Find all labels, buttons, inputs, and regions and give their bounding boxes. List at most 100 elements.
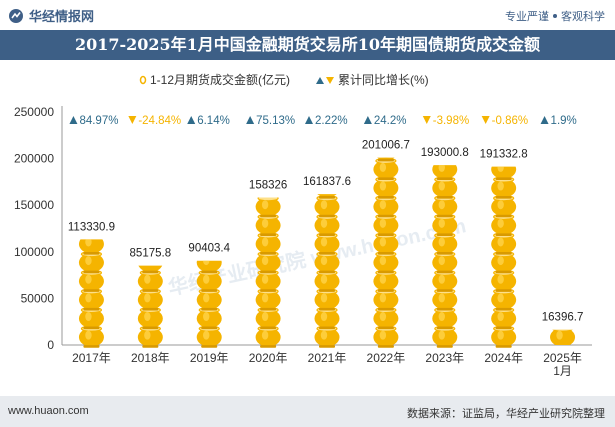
growth-marker: 75.13% xyxy=(246,115,295,127)
growth-up-arrow-icon xyxy=(305,116,313,124)
growth-layer: 84.97% -24.84% 6.14% 75.13% 2.22% 24.2% -3.98%… xyxy=(69,115,577,127)
bar-partial xyxy=(432,165,458,181)
gold-pot-icon xyxy=(78,269,104,292)
legend: 1-12月期货成交金额(亿元) 累计同比增长(%) xyxy=(139,72,429,87)
top-bar: 华经情报网 专业严谨 客观科学 xyxy=(0,0,615,30)
brand-logo-icon xyxy=(9,8,23,23)
x-tick-label-line: 2025年 xyxy=(543,351,582,365)
gold-pot-icon xyxy=(317,194,337,199)
y-tick-label: 0 xyxy=(47,338,54,352)
bar-value-label: 113330.9 xyxy=(68,221,115,233)
bar: 201006.7 xyxy=(362,140,410,348)
growth-marker: 2.22% xyxy=(305,115,348,127)
x-tick-label: 2017年 xyxy=(72,351,111,365)
legend-growth-swatch-icon xyxy=(316,77,334,84)
x-tick-label-line: 2019年 xyxy=(190,351,229,365)
x-tick-label-line: 2018年 xyxy=(131,351,170,365)
gold-pot-icon xyxy=(78,306,104,330)
gold-pot-icon xyxy=(373,176,399,199)
bar-value-label: 90403.4 xyxy=(188,243,230,255)
chart-title: 2017-2025年1月中国金融期货交易所10年期国债期货成交金额 xyxy=(74,35,541,54)
bar-value-label: 191332.8 xyxy=(480,149,528,161)
gold-pot-icon xyxy=(196,288,222,311)
gold-pot-icon xyxy=(255,232,281,255)
x-tick-label: 2018年 xyxy=(131,351,170,365)
growth-marker: 1.9% xyxy=(540,115,577,127)
gold-pot-icon xyxy=(432,269,458,292)
gold-pot-icon xyxy=(314,288,340,311)
legend-growth-label: 累计同比增长(%) xyxy=(338,73,429,87)
legend-bar-label: 1-12月期货成交金额(亿元) xyxy=(150,72,290,87)
gold-pot-icon xyxy=(491,194,517,218)
gold-pot-icon xyxy=(491,250,517,274)
growth-label: 24.2% xyxy=(374,115,407,127)
x-tick-label: 2023年 xyxy=(425,351,464,365)
gold-pot-icon xyxy=(491,213,517,236)
x-tick-label: 2019年 xyxy=(190,351,229,365)
gold-pot-icon xyxy=(432,194,458,218)
x-tick-label-line: 2023年 xyxy=(425,351,464,365)
y-tick-label: 50000 xyxy=(21,291,55,305)
growth-up-arrow-icon xyxy=(187,116,196,124)
x-tick-label-line: 1月 xyxy=(553,364,572,378)
gold-pot-icon xyxy=(432,250,458,274)
gold-pot-icon xyxy=(432,288,458,311)
bar-value-label: 201006.7 xyxy=(362,140,410,152)
growth-up-arrow-icon xyxy=(540,116,549,124)
bar-value-label: 193000.8 xyxy=(421,147,469,159)
x-tick-label-line: 2020年 xyxy=(249,351,288,365)
y-tick-label: 100000 xyxy=(14,245,54,259)
bar-value-label: 158326 xyxy=(249,179,287,191)
y-tick-label: 250000 xyxy=(14,105,54,119)
bar-partial xyxy=(255,197,281,218)
chart: 1-12月期货成交金额(亿元) 累计同比增长(%) 0 50000 100000 15… xyxy=(14,72,592,378)
bar-partial xyxy=(138,265,163,274)
gold-pot-icon xyxy=(373,157,399,181)
growth-up-arrow-icon xyxy=(69,116,78,124)
gold-pot-icon xyxy=(137,269,163,292)
bar: 161837.6 xyxy=(303,176,351,348)
gold-pot-icon xyxy=(78,250,104,274)
y-tick-label: 200000 xyxy=(14,152,54,166)
growth-label: -0.86% xyxy=(492,115,528,127)
growth-marker: 84.97% xyxy=(69,115,118,127)
gold-pot-icon xyxy=(255,288,281,311)
bar-value-label: 85175.8 xyxy=(130,248,172,260)
title-bar: 2017-2025年1月中国金融期货交易所10年期国债期货成交金额 xyxy=(0,30,615,60)
gold-pot-icon xyxy=(377,157,395,162)
gold-pot-icon xyxy=(491,166,517,181)
tag-professional: 专业严谨 xyxy=(505,11,549,23)
gold-pot-icon xyxy=(491,232,517,255)
growth-marker: 6.14% xyxy=(187,115,230,127)
bar-layer: 113330.9 85175.8 90403.4 158326 161837.6 2010… xyxy=(68,140,583,348)
gold-pot-icon xyxy=(255,213,281,236)
x-tick-label: 2022年 xyxy=(367,351,406,365)
gold-pot-icon xyxy=(314,250,340,274)
growth-label: 84.97% xyxy=(79,115,118,127)
gold-pot-icon xyxy=(373,194,399,218)
gold-pot-icon xyxy=(78,288,104,311)
growth-down-arrow-icon xyxy=(481,116,490,124)
growth-up-arrow-icon xyxy=(246,116,255,124)
gold-pot-icon xyxy=(137,288,163,311)
bar: 90403.4 xyxy=(188,243,231,348)
growth-marker: -24.84% xyxy=(128,115,181,127)
y-tick-label: 150000 xyxy=(14,198,54,212)
growth-label: -3.98% xyxy=(433,115,469,127)
gold-pot-icon xyxy=(491,176,517,199)
x-tick-label-line: 2017年 xyxy=(72,351,111,365)
growth-down-arrow-icon xyxy=(128,116,137,124)
growth-label: 6.14% xyxy=(197,115,230,127)
bar-partial xyxy=(196,260,222,274)
growth-label: 1.9% xyxy=(551,115,577,127)
x-tick-label: 2020年 xyxy=(249,351,288,365)
gold-pot-icon xyxy=(255,197,281,218)
bar-partial xyxy=(377,157,395,162)
gold-pot-icon xyxy=(255,269,281,292)
brand-name: 华经情报网 xyxy=(29,9,95,24)
growth-marker: -3.98% xyxy=(422,115,469,127)
gold-pot-icon xyxy=(196,260,222,274)
bar-partial xyxy=(317,194,337,199)
legend-bar-swatch-icon xyxy=(139,75,147,85)
footer-url[interactable]: www.huaon.com xyxy=(8,405,89,417)
